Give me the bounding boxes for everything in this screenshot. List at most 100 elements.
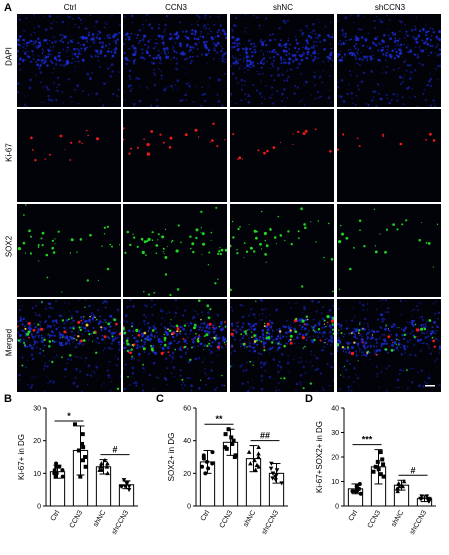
panel-letter-c: C <box>156 393 164 405</box>
data-point <box>381 462 386 467</box>
data-point <box>355 489 360 494</box>
y-axis-label: Ki-67+SOX2+ in DG <box>315 421 324 493</box>
data-point <box>395 488 400 494</box>
panel-letter-a: A <box>4 2 12 14</box>
micrograph-stain-pattern <box>232 128 332 160</box>
data-point <box>126 487 132 493</box>
data-point <box>378 472 383 477</box>
data-point <box>99 461 104 466</box>
x-tick-label: shNC <box>242 510 257 529</box>
y-tick-label: 20 <box>183 471 191 478</box>
micrograph-merged-ccn3 <box>123 299 227 392</box>
data-point <box>201 456 206 461</box>
x-tick-label: shCCN3 <box>409 509 428 536</box>
chart-c: 0 20 40 60 SOX2+ in DG Ctrl CCN3 shNC shCCN3 ** ## <box>160 400 300 555</box>
micrograph-stain-pattern <box>124 206 227 297</box>
micrograph-dapi-shccn3 <box>337 14 441 107</box>
x-tick-label: shNC <box>390 510 405 529</box>
x-tick-label: CCN3 <box>69 509 85 529</box>
row-label-merged: Merged <box>4 328 14 357</box>
data-point <box>230 441 235 446</box>
panel-letter-b: B <box>4 393 12 405</box>
y-tick-label: 0 <box>187 504 191 511</box>
micrograph-stain-pattern <box>17 299 121 392</box>
micrograph-dapi-ctrl <box>17 14 121 107</box>
data-point <box>122 484 128 489</box>
data-point <box>354 484 359 489</box>
data-point <box>357 481 362 486</box>
data-point <box>270 471 276 476</box>
data-point <box>378 450 383 455</box>
micrograph-stain-pattern <box>337 299 441 392</box>
data-point <box>204 459 209 464</box>
row-label-ki67: Ki-67 <box>4 143 14 162</box>
micrograph-stain-pattern <box>230 14 334 107</box>
x-tick-label: CCN3 <box>367 509 383 529</box>
y-tick-label: 20 <box>33 438 41 445</box>
data-point <box>76 448 81 453</box>
micrograph-ki67-shnc <box>230 109 334 202</box>
significance-label: *** <box>362 435 373 445</box>
data-point <box>78 474 83 479</box>
micrograph-ki67-ccn3 <box>123 109 227 202</box>
data-point <box>358 491 363 496</box>
y-axis-label: SOX2+ in DG <box>167 433 176 482</box>
data-point <box>124 481 130 486</box>
micrograph-stain-pattern <box>230 299 334 392</box>
micrograph-sox2-ccn3 <box>123 204 227 297</box>
y-tick-label: 10 <box>33 471 41 478</box>
data-point <box>246 449 252 454</box>
y-tick-label: 0 <box>335 504 339 511</box>
y-tick-label: 0 <box>37 504 41 511</box>
chart-b: 0 10 20 30 Ki-67+ in DG Ctrl CCN3 shNC shCCN3 * # <box>10 400 150 555</box>
data-point <box>256 451 261 456</box>
data-point <box>418 496 423 502</box>
data-point <box>226 427 231 432</box>
micrograph-stain-pattern <box>123 14 227 107</box>
micrograph-sox2-shnc <box>230 204 334 297</box>
y-axis-label: Ki-67+ in DG <box>17 434 26 480</box>
chart-d-svg: 0 10 20 30 40 Ki-67+SOX2+ in DG Ctrl CCN3 shNC sh… <box>315 406 436 536</box>
data-point <box>400 484 406 489</box>
data-point <box>397 484 402 489</box>
y-tick-label: 20 <box>331 455 339 462</box>
data-point <box>419 494 424 499</box>
x-tick-label: CCN3 <box>219 509 235 529</box>
micrograph-stain-pattern <box>338 208 439 290</box>
row-label-dapi: DAPI <box>4 47 14 66</box>
data-point <box>210 450 215 455</box>
data-point <box>104 464 110 469</box>
micrograph-stain-pattern <box>123 122 226 156</box>
data-point <box>373 464 378 469</box>
data-point <box>395 486 401 491</box>
data-point <box>201 453 206 458</box>
data-point <box>80 441 85 446</box>
data-point <box>206 466 211 471</box>
data-point <box>396 481 401 486</box>
y-tick-label: 60 <box>183 406 191 413</box>
data-point <box>424 494 430 499</box>
chart-d: 0 10 20 30 40 Ki-67+SOX2+ in DG Ctrl CCN3 shNC sh… <box>308 400 448 555</box>
data-point <box>54 464 59 469</box>
data-point <box>256 444 261 449</box>
data-point <box>256 454 261 459</box>
data-point <box>83 464 88 469</box>
micrograph-merged-shccn3 <box>337 299 441 392</box>
x-tick-label: Ctrl <box>348 509 360 522</box>
data-point <box>273 478 278 483</box>
data-point <box>102 457 108 463</box>
x-tick-label: shCCN3 <box>261 509 280 536</box>
data-point <box>380 457 385 462</box>
data-point <box>126 484 132 489</box>
data-point <box>376 467 381 472</box>
data-point <box>268 466 274 471</box>
data-point <box>426 499 432 504</box>
data-point <box>99 467 105 472</box>
data-point <box>200 464 205 469</box>
data-point <box>279 481 285 486</box>
data-point <box>273 474 278 479</box>
data-point <box>381 474 386 479</box>
y-tick-label: 40 <box>183 438 191 445</box>
chart-b-svg: 0 10 20 30 Ki-67+ in DG Ctrl CCN3 shNC shCCN3 * # <box>17 406 138 536</box>
data-point <box>121 478 127 483</box>
